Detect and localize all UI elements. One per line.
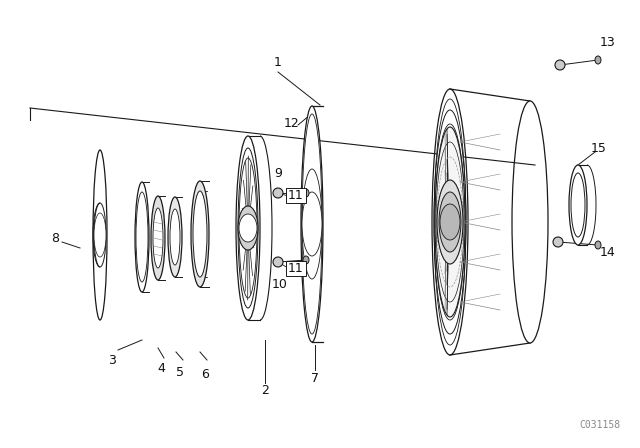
Ellipse shape [93, 150, 107, 320]
Ellipse shape [273, 188, 283, 198]
Text: 9: 9 [274, 167, 282, 180]
Ellipse shape [440, 204, 460, 240]
Ellipse shape [273, 257, 283, 267]
Ellipse shape [135, 182, 149, 292]
FancyBboxPatch shape [286, 261, 306, 276]
Ellipse shape [303, 189, 309, 197]
Text: 3: 3 [108, 353, 116, 366]
Ellipse shape [94, 203, 106, 267]
Ellipse shape [303, 256, 309, 264]
Ellipse shape [238, 148, 258, 308]
Ellipse shape [595, 241, 601, 249]
Ellipse shape [571, 173, 585, 237]
Text: 11: 11 [288, 189, 304, 202]
Ellipse shape [239, 214, 257, 242]
Text: 11: 11 [288, 262, 304, 275]
Ellipse shape [238, 206, 258, 250]
Ellipse shape [151, 196, 165, 280]
Ellipse shape [439, 192, 461, 252]
Text: 12: 12 [284, 116, 300, 129]
Text: 1: 1 [274, 56, 282, 69]
Text: 7: 7 [311, 371, 319, 384]
Ellipse shape [170, 209, 180, 265]
Ellipse shape [595, 56, 601, 64]
Ellipse shape [555, 60, 565, 70]
Text: 15: 15 [591, 142, 607, 155]
Text: 13: 13 [600, 35, 616, 48]
Ellipse shape [302, 192, 322, 256]
Ellipse shape [94, 213, 106, 257]
FancyBboxPatch shape [286, 188, 306, 203]
Ellipse shape [239, 158, 257, 298]
Ellipse shape [434, 99, 466, 345]
Text: 10: 10 [272, 279, 288, 292]
Ellipse shape [435, 127, 465, 317]
Text: 5: 5 [176, 366, 184, 379]
Ellipse shape [512, 101, 548, 343]
Ellipse shape [153, 208, 163, 268]
Ellipse shape [168, 197, 182, 277]
Text: 4: 4 [157, 362, 165, 375]
Ellipse shape [301, 106, 323, 342]
Ellipse shape [302, 169, 322, 279]
Text: 8: 8 [51, 232, 59, 245]
Text: C031158: C031158 [579, 420, 620, 430]
Ellipse shape [236, 136, 260, 320]
Text: 6: 6 [201, 369, 209, 382]
Ellipse shape [553, 237, 563, 247]
Ellipse shape [432, 89, 468, 355]
Ellipse shape [193, 191, 207, 277]
Text: 2: 2 [261, 383, 269, 396]
Text: 14: 14 [600, 246, 616, 258]
Ellipse shape [569, 165, 587, 245]
Ellipse shape [437, 180, 463, 264]
Ellipse shape [136, 192, 148, 282]
Ellipse shape [302, 114, 322, 334]
Ellipse shape [191, 181, 209, 287]
